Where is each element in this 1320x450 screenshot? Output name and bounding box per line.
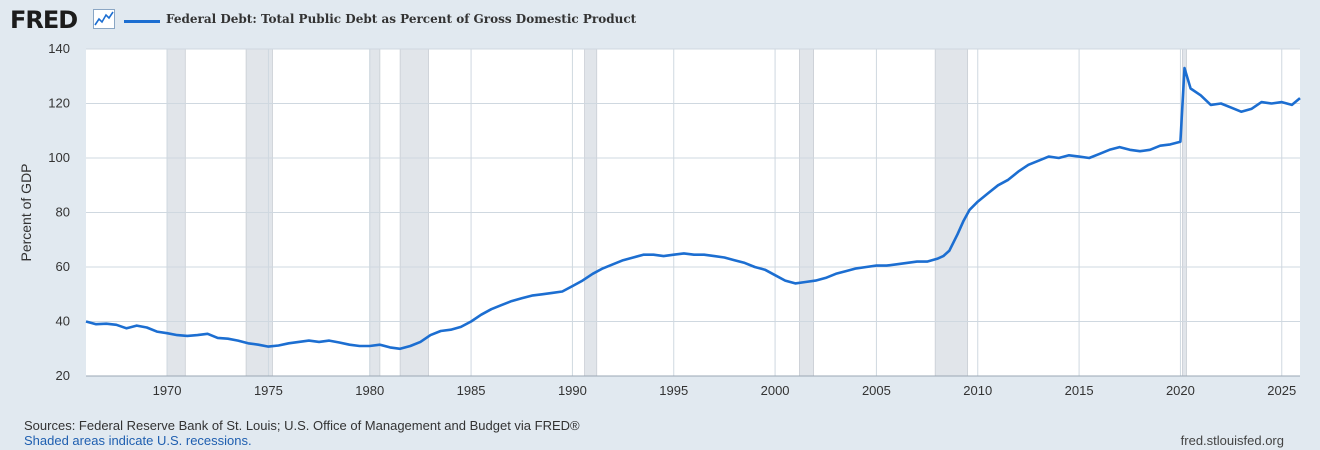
y-tick-label: 60 — [56, 259, 70, 274]
x-tick-label: 1980 — [355, 383, 384, 398]
y-tick-label: 40 — [56, 314, 70, 329]
y-tick-label: 120 — [48, 96, 70, 111]
y-tick-label: 20 — [56, 368, 70, 383]
y-tick-label: 140 — [48, 41, 70, 56]
y-tick-label: 100 — [48, 150, 70, 165]
x-tick-label: 2005 — [862, 383, 891, 398]
chart-line-icon — [93, 9, 115, 29]
x-tick-label: 2020 — [1166, 383, 1195, 398]
legend-series-title[interactable]: Federal Debt: Total Public Debt as Perce… — [166, 12, 637, 26]
x-tick-label: 2025 — [1267, 383, 1296, 398]
x-tick-label: 2000 — [761, 383, 790, 398]
x-tick-label: 1995 — [659, 383, 688, 398]
fred-logo[interactable]: FRED — [10, 6, 78, 34]
series-line[interactable] — [85, 66, 1301, 351]
y-tick-label: 80 — [56, 205, 70, 220]
legend-series-swatch — [124, 20, 160, 23]
x-tick-label: 1985 — [457, 383, 486, 398]
x-tick-label: 1975 — [254, 383, 283, 398]
x-tick-label: 1970 — [153, 383, 182, 398]
y-axis-label: Percent of GDP — [18, 163, 34, 261]
footer-url[interactable]: fred.stlouisfed.org — [1180, 433, 1284, 448]
x-tick-label: 1990 — [558, 383, 587, 398]
x-tick-label: 2015 — [1065, 383, 1094, 398]
footer-recession-note[interactable]: Shaded areas indicate U.S. recessions. — [24, 433, 252, 448]
footer-sources: Sources: Federal Reserve Bank of St. Lou… — [24, 418, 580, 433]
chart-header: FRED Federal Debt: Total Public Debt as … — [0, 0, 1320, 40]
x-tick-label: 2010 — [963, 383, 992, 398]
